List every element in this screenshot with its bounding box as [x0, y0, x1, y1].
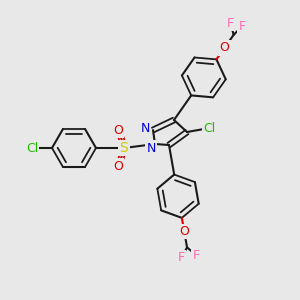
- Text: O: O: [113, 124, 123, 136]
- Text: F: F: [178, 251, 184, 264]
- Text: O: O: [179, 225, 189, 238]
- Text: N: N: [140, 122, 150, 134]
- Text: F: F: [238, 20, 246, 33]
- Text: S: S: [120, 141, 128, 155]
- Text: O: O: [220, 41, 230, 54]
- Text: Cl: Cl: [26, 142, 38, 154]
- Text: N: N: [146, 142, 156, 154]
- Text: O: O: [113, 160, 123, 172]
- Text: F: F: [227, 17, 234, 30]
- Text: Cl: Cl: [203, 122, 215, 136]
- Text: F: F: [193, 249, 200, 262]
